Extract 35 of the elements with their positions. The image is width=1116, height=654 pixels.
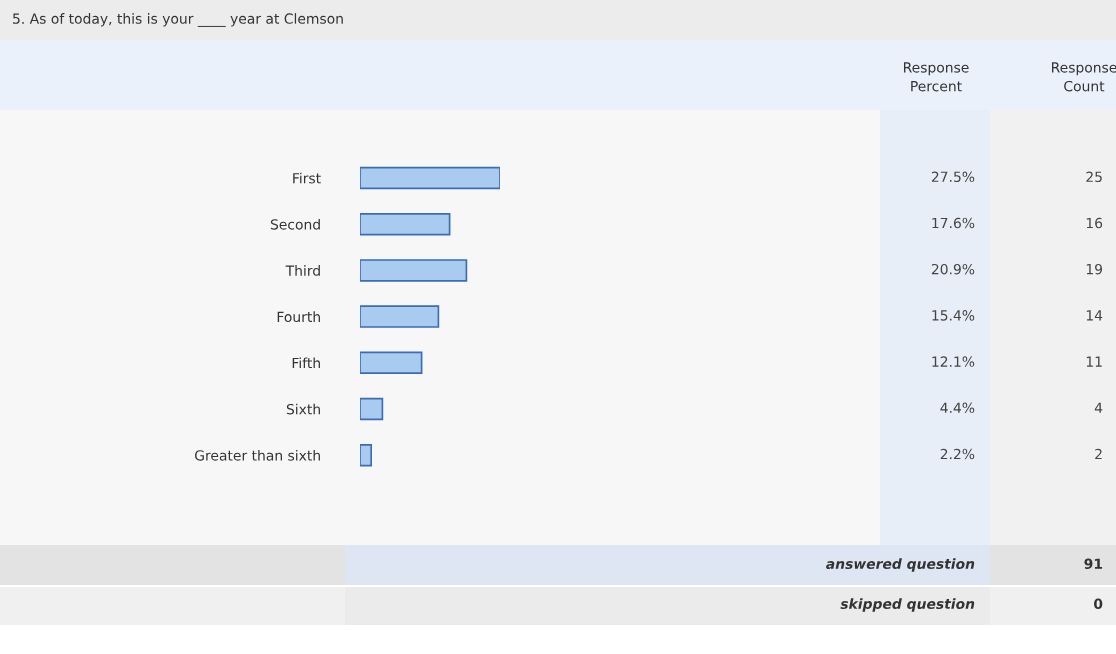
- data-label: 15.4%: [932, 310, 975, 321]
- data-label: 27.5%: [931, 171, 975, 183]
- bar: [360, 305, 440, 328]
- y-tick-label: Third: [285, 265, 320, 276]
- text: 19: [1086, 263, 1103, 275]
- text: skipped question: [840, 598, 975, 612]
- data-label: 17.6%: [932, 217, 975, 229]
- data-label: 20.9%: [931, 263, 975, 275]
- y-tick-label: Sixth: [286, 403, 320, 415]
- y-tick-label: Fourth: [277, 311, 320, 323]
- text: 14: [1086, 310, 1103, 321]
- y-tick-label: Fifth: [292, 357, 320, 369]
- data-label: 4.4%: [940, 402, 975, 414]
- bar: [360, 212, 451, 236]
- text: 5. As of today, this is your ____ year at Clemson: [13, 13, 343, 27]
- text: 2: [1095, 448, 1102, 460]
- bar: [360, 259, 468, 282]
- data-label: 2.2%: [940, 448, 975, 460]
- text: answered question: [826, 558, 975, 572]
- text: 16: [1086, 217, 1103, 229]
- text: Response Count: [1052, 62, 1116, 92]
- text: 4: [1094, 402, 1103, 413]
- text: 91: [1084, 558, 1103, 570]
- y-tick-label: Greater than sixth: [195, 449, 320, 461]
- text: Response Percent: [904, 62, 969, 92]
- bar: [360, 443, 373, 467]
- text: 0: [1094, 598, 1103, 610]
- y-tick-label: First: [293, 172, 321, 184]
- bar: [360, 397, 384, 421]
- y-tick-label: Second: [270, 218, 320, 230]
- data-label: 12.1%: [932, 356, 975, 367]
- text: 11: [1086, 356, 1102, 367]
- text: 25: [1086, 171, 1102, 183]
- bar: [360, 166, 500, 190]
- bar: [360, 351, 423, 375]
